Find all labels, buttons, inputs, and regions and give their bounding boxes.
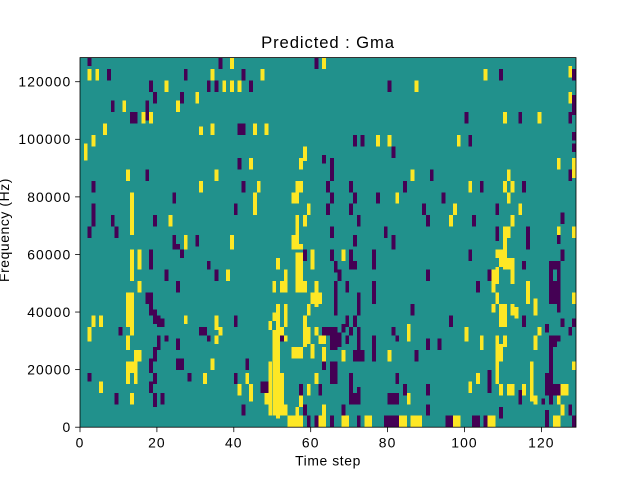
svg-text:0: 0 <box>62 419 71 435</box>
svg-text:Predicted : Gma: Predicted : Gma <box>261 33 395 52</box>
svg-text:40000: 40000 <box>27 304 71 320</box>
svg-text:Frequency (Hz): Frequency (Hz) <box>0 178 12 282</box>
svg-text:60: 60 <box>302 435 320 451</box>
svg-text:40: 40 <box>225 435 243 451</box>
svg-text:120: 120 <box>528 435 554 451</box>
svg-text:80000: 80000 <box>27 189 71 205</box>
svg-text:Time step: Time step <box>295 453 361 469</box>
svg-text:20: 20 <box>148 435 166 451</box>
svg-text:100000: 100000 <box>18 131 71 147</box>
svg-text:120000: 120000 <box>18 74 71 90</box>
svg-text:100: 100 <box>451 435 477 451</box>
svg-text:0: 0 <box>76 435 85 451</box>
svg-text:60000: 60000 <box>27 246 71 262</box>
svg-text:80: 80 <box>379 435 397 451</box>
svg-text:20000: 20000 <box>27 362 71 378</box>
